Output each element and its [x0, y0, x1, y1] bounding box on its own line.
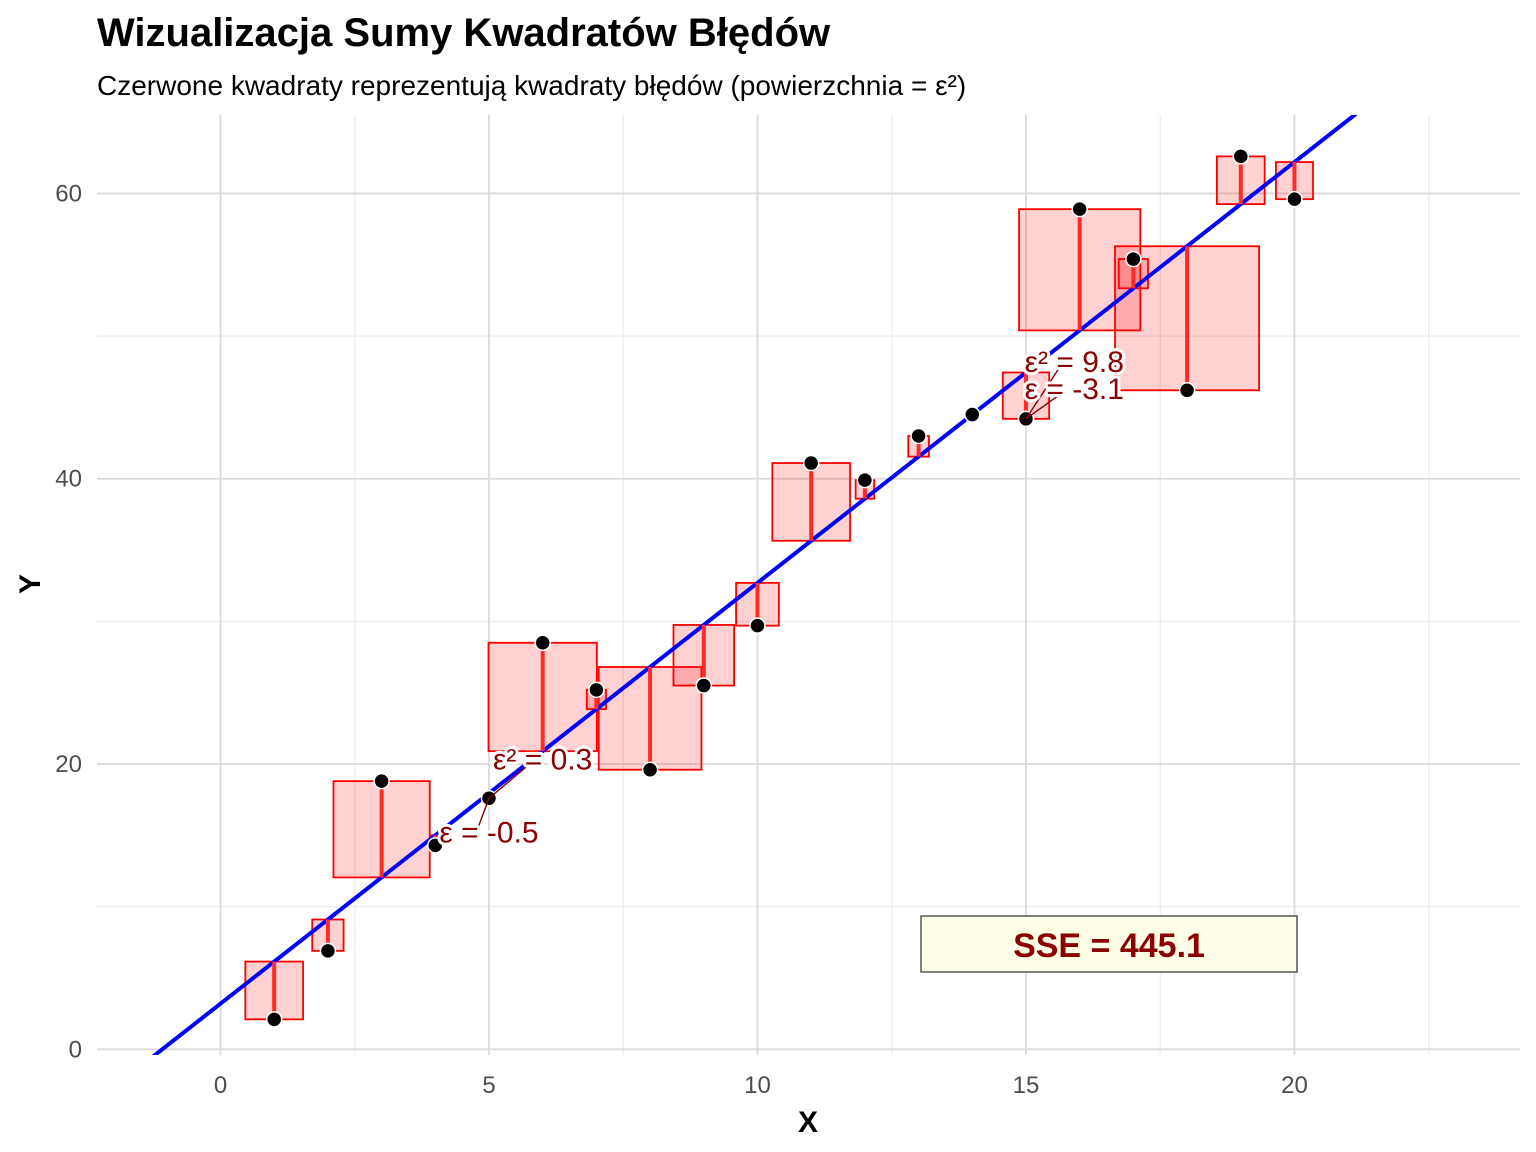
y-axis-title: Y	[14, 574, 47, 594]
sse-box-rect	[920, 915, 1298, 973]
data-point	[695, 677, 713, 694]
x-tick-label: 5	[482, 1072, 495, 1099]
data-points	[265, 148, 1303, 1028]
data-point	[964, 406, 981, 423]
data-point	[1178, 382, 1196, 399]
annotation-label: ε = -3.1	[1025, 373, 1124, 406]
x-tick-label: 20	[1281, 1072, 1308, 1099]
data-point	[749, 617, 766, 634]
data-point	[910, 427, 927, 445]
data-point	[1125, 250, 1142, 268]
y-tick-label: 0	[69, 1036, 82, 1063]
data-point	[1071, 200, 1088, 218]
annotations: ε = -0.5 ε² = 0.3 ε² = 9.8ε = -3.1	[436, 343, 1127, 853]
data-point	[641, 761, 659, 778]
x-tick-label: 10	[744, 1072, 771, 1099]
data-point	[265, 1011, 283, 1028]
data-point	[588, 681, 605, 699]
x-tick-label: 0	[214, 1072, 227, 1099]
annotation-leader	[473, 798, 490, 839]
annotation-label: ε = -0.5	[439, 816, 538, 849]
error-squares	[244, 155, 1314, 1021]
regression-line	[151, 115, 1358, 1055]
x-tick-label: 15	[1013, 1072, 1040, 1099]
y-tick-label: 60	[55, 180, 82, 207]
data-point	[319, 942, 337, 960]
data-point	[1232, 148, 1250, 165]
x-axis-title: X	[798, 1106, 818, 1139]
annotation-leader	[1025, 394, 1060, 420]
y-tick-label: 40	[55, 466, 82, 493]
sse-label: SSE = 445.1	[1013, 927, 1205, 965]
clipped-marks	[151, 115, 1358, 1055]
annotation-leader	[1025, 367, 1060, 420]
chart-title: Wizualizacja Sumy Kwadratów Błędów	[97, 11, 831, 55]
annotation-leader	[488, 765, 529, 799]
chart-subtitle: Czerwone kwadraty reprezentują kwadraty …	[97, 70, 966, 101]
annotation-label: ε² = 0.3	[493, 744, 592, 777]
data-point	[373, 772, 390, 790]
y-tick-label: 20	[55, 751, 82, 778]
annotation-label: ε² = 9.8	[1025, 346, 1124, 379]
data-point	[1286, 190, 1303, 208]
data-point	[427, 837, 444, 854]
grid-lines	[97, 115, 1520, 1055]
plot-area: 0 5 10 15 20 0 20 40 60 ε = -0.5 ε² = 0.3 ε² = 9.8ε…	[55, 115, 1520, 1099]
data-point	[534, 634, 551, 652]
sse-box: SSE = 445.1	[920, 915, 1298, 973]
data-point	[856, 471, 874, 489]
data-point	[802, 454, 820, 472]
